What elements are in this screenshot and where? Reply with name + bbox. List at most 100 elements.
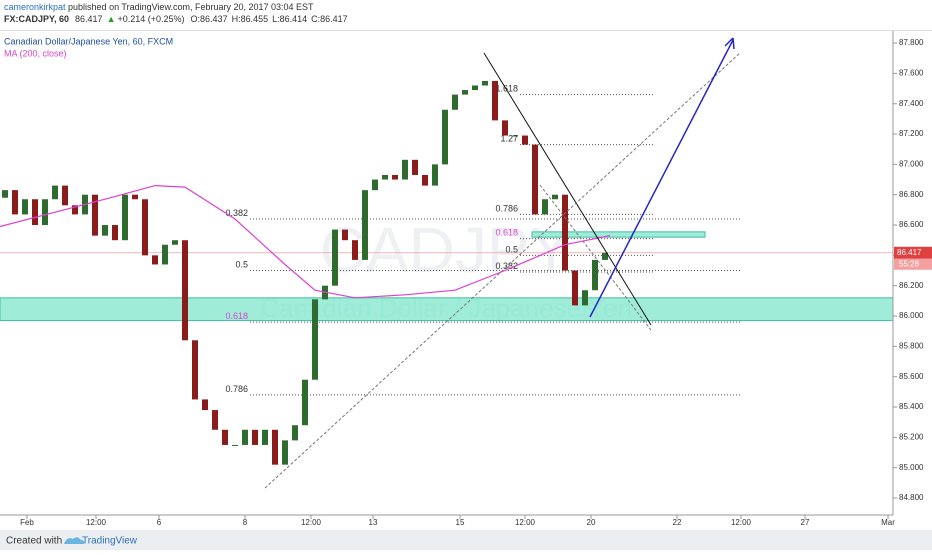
last: 86.417 bbox=[75, 14, 103, 24]
candle-body bbox=[252, 429, 258, 445]
candle-body bbox=[212, 410, 218, 430]
candle-body bbox=[272, 429, 278, 465]
fib-label: 1.618 bbox=[495, 84, 518, 94]
fib-label: 0.618 bbox=[225, 311, 248, 321]
candle-body bbox=[182, 240, 188, 341]
y-tick-label: 86.000 bbox=[899, 311, 924, 320]
x-tick-label: 22 bbox=[673, 518, 682, 527]
x-tick-label: Feb bbox=[20, 518, 34, 527]
candle-body bbox=[142, 199, 148, 256]
high: H:86.455 bbox=[232, 14, 269, 24]
candle-body bbox=[572, 270, 578, 306]
arrow: ▲ bbox=[107, 14, 116, 24]
y-tick-label: 85.400 bbox=[899, 402, 924, 411]
arrow-head bbox=[724, 37, 735, 50]
candle-body bbox=[512, 135, 518, 137]
x-tick-label: 12:00 bbox=[731, 518, 752, 527]
candle-body bbox=[102, 225, 108, 236]
open: O:86.437 bbox=[191, 14, 228, 24]
candle-body bbox=[152, 255, 158, 265]
y-tick-label: 85.200 bbox=[899, 432, 924, 441]
candle-body bbox=[552, 194, 558, 200]
publisher[interactable]: cameronkirkpat bbox=[4, 2, 66, 12]
zone bbox=[531, 231, 706, 238]
candle-body bbox=[492, 80, 498, 121]
header-line2: FX:CADJPY, 60 86.417 ▲ +0.214 (+0.25%) O:86.… bbox=[4, 14, 348, 24]
candle-body bbox=[112, 225, 118, 241]
fib-label: 0.5 bbox=[505, 244, 518, 254]
fib-label: 0.786 bbox=[225, 384, 248, 394]
logo bbox=[64, 537, 85, 544]
y-tick-label: 87.000 bbox=[899, 159, 924, 168]
candle-body bbox=[72, 205, 78, 215]
trend-line bbox=[483, 52, 652, 326]
candle-body bbox=[392, 174, 398, 180]
y-tick-label: 87.400 bbox=[899, 99, 924, 108]
candle-body bbox=[282, 440, 288, 465]
x-tick-label: 20 bbox=[587, 518, 596, 527]
trend-dashed bbox=[264, 52, 741, 489]
candle-body bbox=[442, 109, 448, 165]
last-price-label: 86.417 bbox=[897, 248, 922, 257]
candle-body bbox=[372, 179, 378, 191]
published: published on TradingView.com, February 2… bbox=[66, 2, 314, 12]
candle-body bbox=[452, 94, 458, 110]
change: +0.214 (+0.25%) bbox=[117, 14, 184, 24]
candle-body bbox=[302, 379, 308, 426]
x-tick-label: 15 bbox=[456, 518, 465, 527]
candle-body bbox=[462, 90, 468, 95]
candle-body bbox=[42, 199, 48, 226]
y-tick-label: 87.600 bbox=[899, 68, 924, 77]
candle-body bbox=[242, 429, 248, 445]
countdown-label: 55:28 bbox=[899, 259, 920, 268]
brand[interactable]: TradingView bbox=[82, 536, 138, 547]
candle-body bbox=[542, 199, 548, 215]
x-tick-label: 6 bbox=[157, 518, 162, 527]
trend-dashed bbox=[539, 184, 652, 331]
candle-body bbox=[312, 299, 318, 380]
candle-body bbox=[362, 190, 368, 260]
candle-body bbox=[402, 159, 408, 180]
candle-body bbox=[342, 229, 348, 241]
zone bbox=[0, 297, 894, 322]
fib-label: 0.618 bbox=[495, 228, 518, 238]
candle-body bbox=[502, 120, 508, 136]
candle-body bbox=[92, 194, 98, 236]
candle-body bbox=[422, 174, 428, 186]
candle-body bbox=[62, 185, 68, 206]
watermark: CADJPY bbox=[320, 214, 573, 286]
candle-body bbox=[32, 199, 38, 226]
candle-body bbox=[232, 444, 238, 446]
candle-body bbox=[382, 174, 388, 180]
x-tick-label: 8 bbox=[243, 518, 248, 527]
y-tick-label: 86.800 bbox=[899, 190, 924, 199]
close: C:86.417 bbox=[311, 14, 348, 24]
plot: CADJPYCanadian Dollar / Japanese Yen84.8… bbox=[0, 36, 924, 527]
x-tick-label: 12:00 bbox=[86, 518, 107, 527]
last-price-badge bbox=[894, 246, 932, 259]
candle-body bbox=[292, 425, 298, 441]
candle-body bbox=[262, 429, 268, 445]
candle-body bbox=[412, 159, 418, 175]
header-line1: cameronkirkpat published on TradingView.… bbox=[4, 2, 314, 12]
x-tick-label: 12:00 bbox=[515, 518, 536, 527]
candle-body bbox=[592, 259, 598, 291]
y-tick-label: 86.200 bbox=[899, 281, 924, 290]
ma-line bbox=[0, 184, 611, 299]
y-tick-label: 85.800 bbox=[899, 341, 924, 350]
y-tick-label: 86.600 bbox=[899, 220, 924, 229]
legend-ma: MA (200, close) bbox=[4, 48, 67, 58]
candle-body bbox=[202, 399, 208, 411]
candle-body bbox=[132, 194, 138, 200]
x-tick-label: 13 bbox=[369, 518, 378, 527]
candle-body bbox=[12, 190, 18, 215]
candle-body bbox=[522, 135, 528, 145]
countdown-badge bbox=[894, 258, 932, 270]
candle-body bbox=[602, 252, 608, 260]
candle-body bbox=[192, 340, 198, 400]
candle-body bbox=[532, 144, 538, 215]
candle-body bbox=[472, 85, 478, 91]
y-tick-label: 87.200 bbox=[899, 129, 924, 138]
candle-body bbox=[582, 290, 588, 306]
